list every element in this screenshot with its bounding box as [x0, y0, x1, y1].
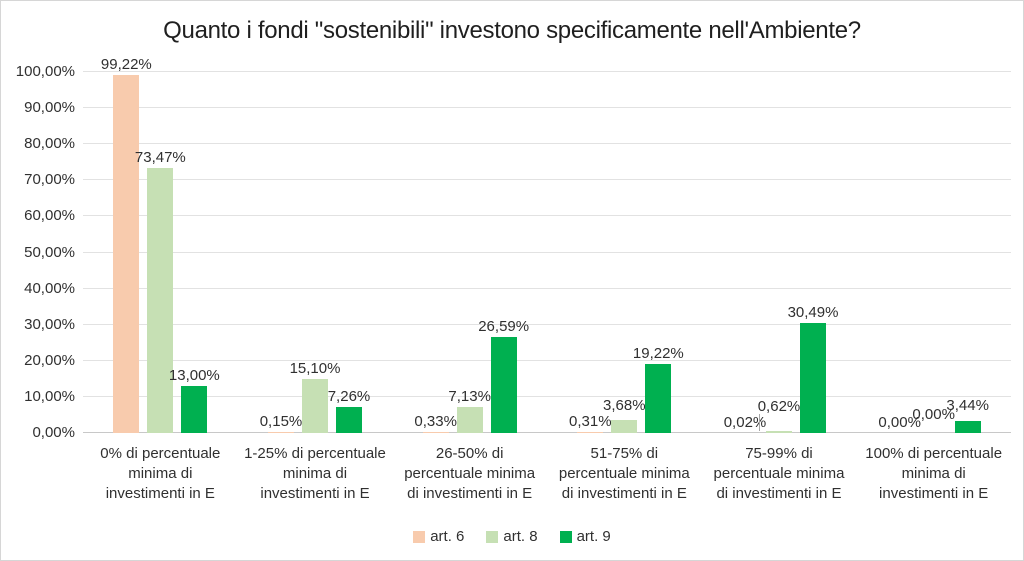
- bar: [456, 407, 483, 433]
- xtick-line: 75-99% di: [745, 445, 813, 462]
- legend-item: art. 9: [559, 528, 611, 545]
- gridline: [83, 287, 1011, 289]
- bar: [268, 432, 294, 433]
- xtick-line: minima di: [282, 465, 348, 482]
- xtick-line: 100% di percentuale: [865, 445, 1003, 462]
- ytick-label: 40,00%: [24, 279, 75, 297]
- chart-title: Quanto i fondi "sostenibili" investono s…: [163, 17, 861, 44]
- xtick-line: investimenti in E: [879, 485, 989, 502]
- ytick-label: 90,00%: [24, 99, 75, 117]
- gridline: [83, 359, 1011, 361]
- bar-label: 3,68%: [603, 396, 646, 414]
- bar: [645, 363, 672, 433]
- ytick-label: 80,00%: [24, 135, 75, 153]
- ytick-label: 100,00%: [15, 63, 75, 80]
- bar-label: 19,22%: [632, 344, 684, 362]
- xtick-line: di investimenti in E: [561, 485, 687, 502]
- bar-label: 7,13%: [448, 388, 491, 406]
- x-axis-labels: 0% di percentuale minima di investimenti i…: [83, 444, 1011, 508]
- legend-label: art. 9: [576, 528, 611, 545]
- gridline: [83, 107, 1011, 109]
- bar: [954, 420, 981, 433]
- bar: [113, 74, 140, 433]
- gridline: [83, 179, 1011, 181]
- bar-label: 0,02%: [723, 413, 767, 431]
- ytick-label: 50,00%: [24, 243, 75, 261]
- legend-item: art. 6: [413, 529, 464, 545]
- xtick-label: 0% di percentuale minima di investimenti i…: [83, 444, 238, 504]
- bar: [336, 406, 362, 433]
- legend-item: art. 8: [486, 528, 538, 545]
- bar: [490, 337, 517, 433]
- bar-label: 26,59%: [478, 318, 530, 336]
- xtick-line: 51-75% di: [590, 445, 659, 462]
- bar-label: 30,49%: [787, 303, 839, 321]
- bar-label: 73,47%: [134, 148, 186, 166]
- gridline: [83, 432, 1011, 433]
- legend-label: art. 6: [430, 528, 465, 545]
- xtick-line: di investimenti in E: [407, 485, 533, 502]
- bar: [147, 167, 174, 433]
- ytick-label: 30,00%: [24, 315, 75, 333]
- legend-swatch: [559, 531, 572, 543]
- legend-label: art. 8: [503, 528, 538, 545]
- bar-label: 0,00%: [878, 414, 921, 431]
- bar: [800, 322, 826, 433]
- xtick-line: percentuale minima: [713, 465, 845, 482]
- ytick-label: 70,00%: [24, 171, 75, 189]
- bar-label: 3,44%: [946, 396, 989, 414]
- xtick-line: 0% di percentuale: [100, 445, 221, 462]
- bar-label: 0,31%: [569, 412, 612, 430]
- gridline: [83, 143, 1011, 145]
- bar: [181, 386, 208, 433]
- xtick-line: minima di: [128, 465, 193, 482]
- legend-swatch: [413, 531, 426, 543]
- bar-label: 7,26%: [327, 387, 371, 405]
- xtick-line: 1-25% di percentuale: [244, 445, 386, 462]
- plot-area: 99,22% 0,15% 0,33% 0,31% 0,02% 0,00% 73,47% 15,…: [83, 57, 1011, 433]
- gridline: [83, 251, 1011, 253]
- ytick-label: 10,00%: [24, 387, 75, 405]
- xtick-label: 1-25% di percentuale minima di investiment…: [238, 444, 393, 504]
- bar-label: 0,15%: [259, 413, 303, 431]
- bar-label: 13,00%: [168, 367, 220, 385]
- xtick-label: 100% di percentuale minima di investimenti…: [856, 444, 1011, 504]
- gridline: [83, 323, 1011, 325]
- ytick-label: 0,00%: [32, 424, 75, 441]
- bar: [611, 419, 638, 433]
- legend-swatch: [486, 531, 499, 543]
- xtick-label: 51-75% di percentuale minima di investimen…: [547, 444, 702, 504]
- bar: [766, 430, 792, 433]
- ytick-label: 20,00%: [24, 351, 75, 369]
- xtick-label: 26-50% di percentuale minima di investimen…: [392, 444, 547, 504]
- xtick-line: investimenti in E: [260, 485, 370, 502]
- xtick-line: di investimenti in E: [716, 485, 842, 502]
- xtick-line: 26-50% di: [435, 445, 504, 462]
- gridline: [83, 215, 1011, 217]
- xtick-line: minima di: [901, 465, 966, 482]
- xtick-line: percentuale minima: [558, 465, 690, 482]
- bar-label: 99,22%: [100, 55, 152, 73]
- bar: [302, 378, 328, 433]
- bar: [577, 431, 604, 433]
- leader-line: [759, 413, 760, 431]
- xtick-line: investimenti in E: [105, 485, 215, 502]
- bar-label: 0,00%: [912, 406, 955, 423]
- bar-label: 0,33%: [414, 412, 457, 430]
- ytick-label: 60,00%: [24, 207, 75, 225]
- xtick-label: 75-99% di percentuale minima di investimen…: [702, 444, 857, 504]
- gridline: [83, 395, 1011, 397]
- xtick-line: percentuale minima: [404, 465, 536, 482]
- bar-label: 0,62%: [757, 397, 801, 415]
- bar-label: 15,10%: [289, 359, 341, 377]
- y-axis-labels: 0,00% 10,00% 20,00% 30,00% 40,00% 50,00% 60,00…: [1, 64, 75, 441]
- gridline: [83, 71, 1011, 72]
- bar: [422, 431, 449, 433]
- legend: art. 6 art. 8 art. 9: [1, 527, 1023, 547]
